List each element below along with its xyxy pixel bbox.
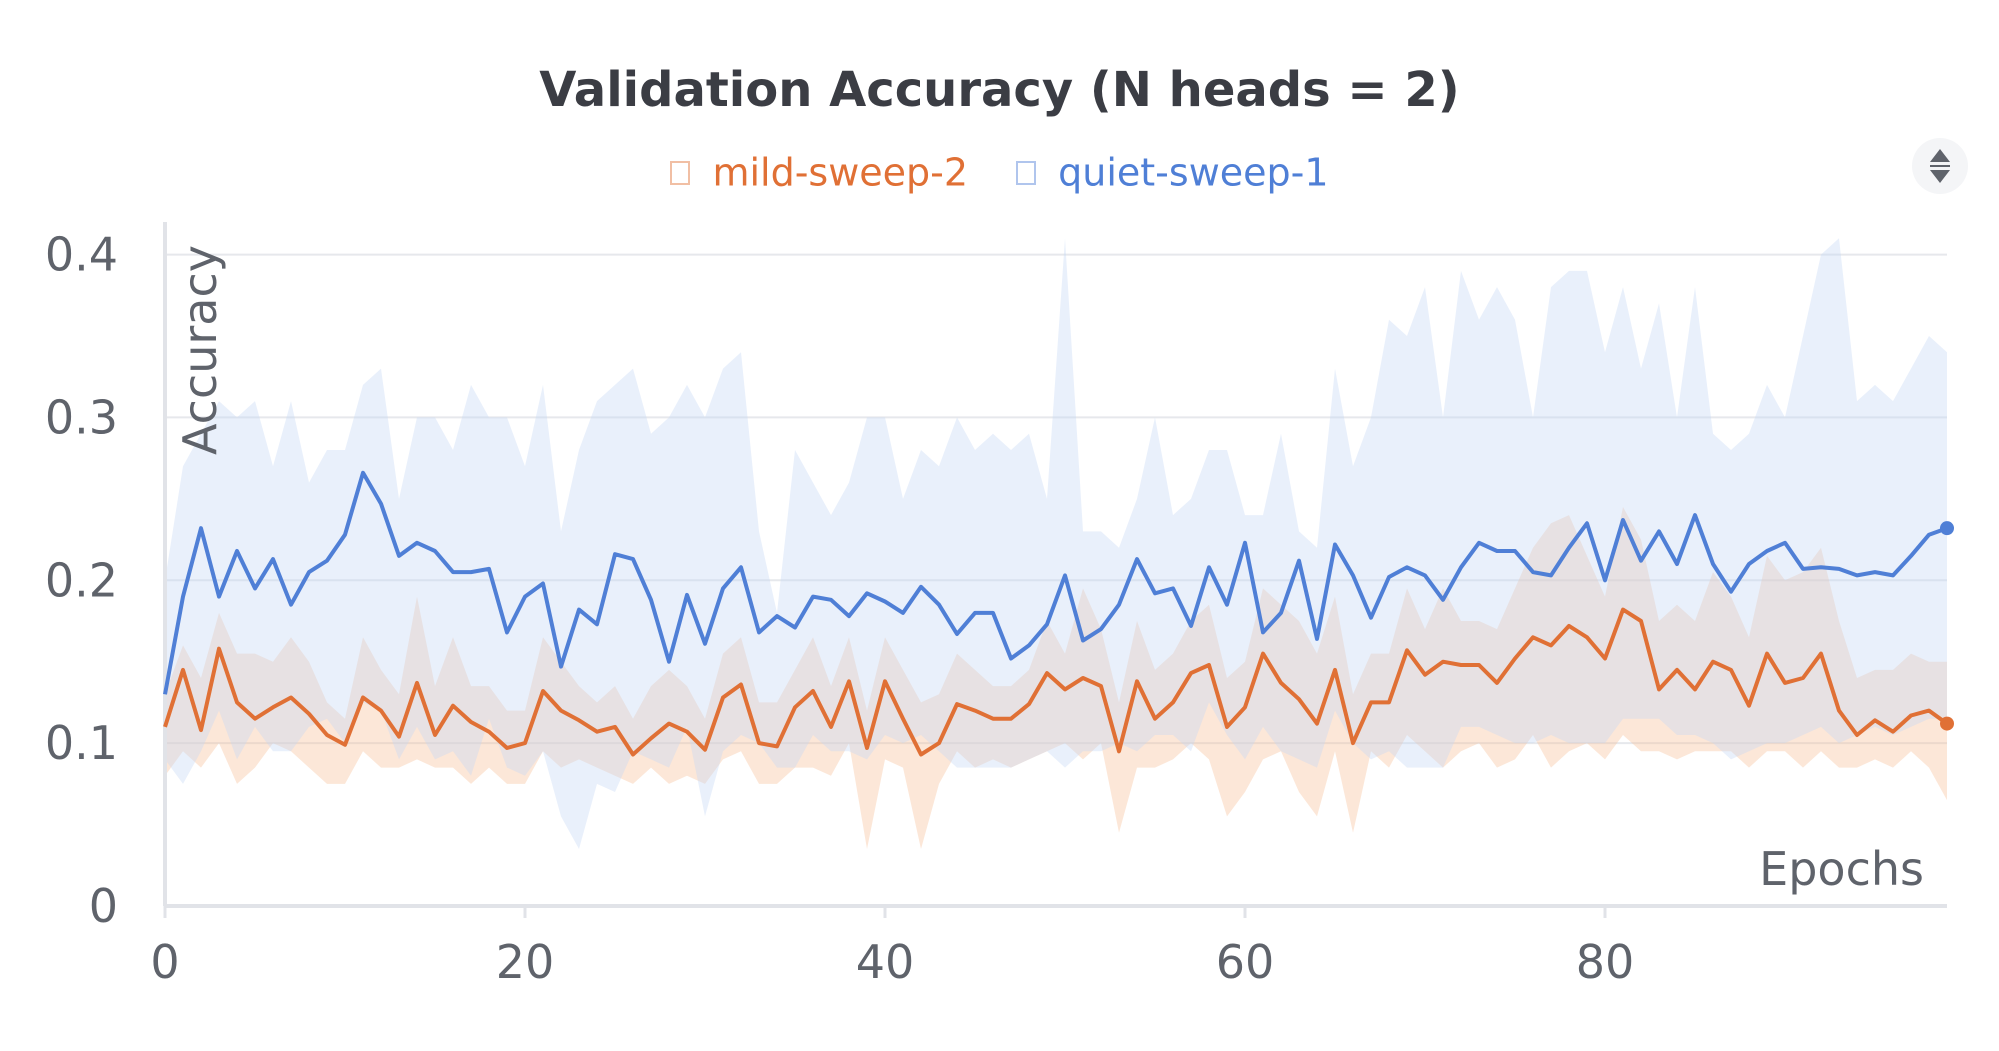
chart-title: Validation Accuracy (N heads = 2) [539, 62, 1460, 118]
y-tick-label-0.2: 0.2 [45, 553, 118, 607]
series-bands [165, 238, 1947, 850]
series-line-mild-sweep-2 [163, 607, 1949, 757]
series-line-quiet-sweep-1 [163, 470, 1948, 695]
legend-item-mild-sweep-2[interactable]: mild-sweep-2 [670, 148, 968, 195]
x-tick-label-40: 40 [856, 935, 915, 989]
legend-scroll-button[interactable] [1912, 138, 1968, 194]
legend-label-quiet-sweep-1: quiet-sweep-1 [1058, 150, 1329, 195]
axes [163, 222, 1947, 918]
gridlines [165, 253, 1947, 745]
x-tick-label-20: 20 [496, 935, 555, 989]
legend-swatch-mild-sweep-2 [670, 160, 691, 185]
y-axis-title: Accuracy [173, 245, 227, 455]
band-quiet-sweep-1 [165, 238, 1947, 850]
legend: mild-sweep-2 quiet-sweep-1 [0, 148, 1999, 195]
band-mild-sweep-2 [165, 507, 1947, 849]
x-axis-title: Epochs [1759, 842, 1924, 896]
tick-labels: 0 0.1 0.2 0.3 0.4 0 20 40 60 80 [45, 228, 1634, 989]
y-tick-label-0.1: 0.1 [45, 716, 118, 770]
y-tick-label-0: 0 [89, 879, 118, 933]
series-end-point-mild-sweep-2 [1940, 716, 1954, 731]
series-lines [163, 470, 1954, 757]
x-tick-label-80: 80 [1576, 935, 1635, 989]
legend-label-mild-sweep-2: mild-sweep-2 [712, 150, 969, 195]
legend-item-quiet-sweep-1[interactable]: quiet-sweep-1 [1016, 148, 1329, 195]
y-tick-label-0.4: 0.4 [45, 228, 118, 282]
up-down-arrows-icon [1930, 149, 1950, 183]
legend-swatch-quiet-sweep-1 [1016, 160, 1037, 185]
x-tick-label-0: 0 [150, 935, 179, 989]
series-end-point-quiet-sweep-1 [1940, 521, 1954, 536]
y-tick-label-0.3: 0.3 [45, 390, 118, 444]
x-tick-label-60: 60 [1216, 935, 1275, 989]
